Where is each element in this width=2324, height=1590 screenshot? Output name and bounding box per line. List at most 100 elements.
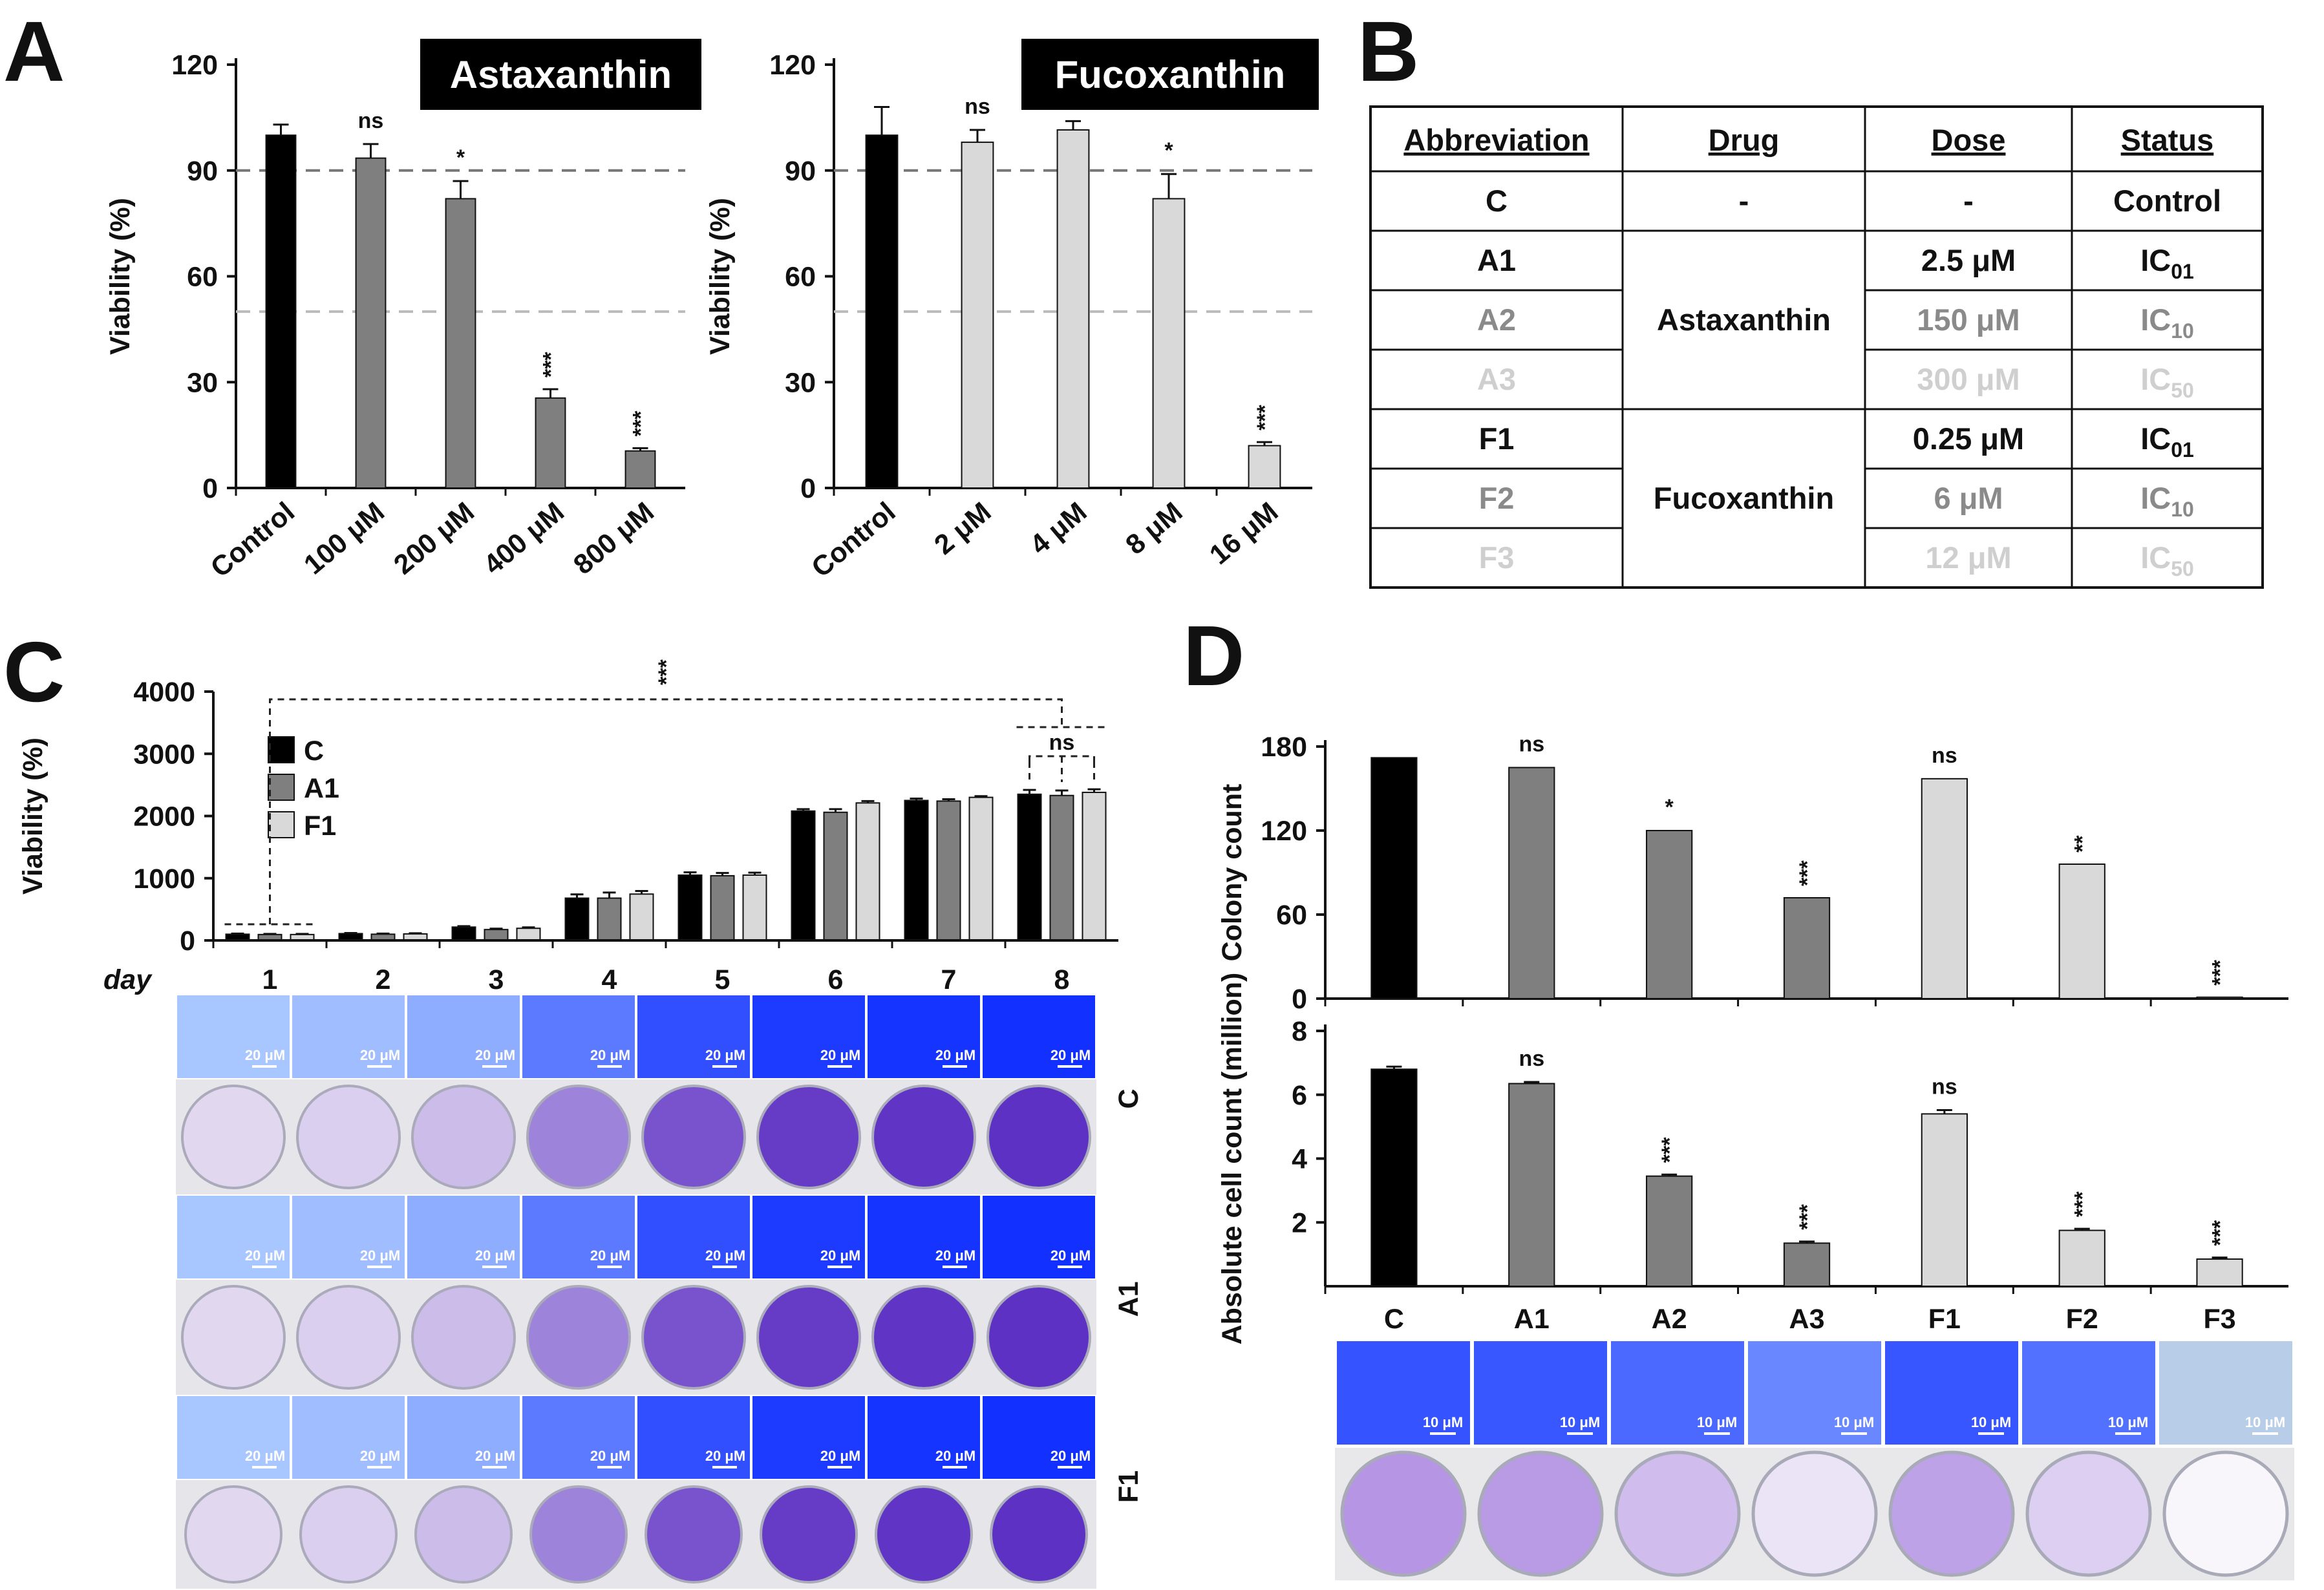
bar — [936, 800, 961, 942]
bar — [823, 811, 848, 941]
significance-bracket — [224, 698, 1063, 926]
table-border — [1369, 105, 2264, 589]
y-tick-label: 0 — [202, 473, 218, 504]
microscopy-image — [177, 1196, 290, 1278]
x-tick-label: Control — [805, 496, 901, 584]
y-axis-label: Viability (%) — [105, 198, 136, 355]
y-axis-label: Absolute cell count (million) — [1217, 973, 1248, 1345]
scale-bar-label: 20 μM — [705, 1047, 745, 1063]
y-tick-label: 0 — [800, 473, 816, 504]
legend-swatch — [268, 736, 295, 763]
x-tick-label: 800 μM — [568, 496, 660, 581]
title-box — [1021, 39, 1319, 110]
microscopy-image — [407, 1196, 520, 1278]
x-tick-label: 4 — [602, 964, 617, 995]
x-tick-label: A3 — [1789, 1304, 1825, 1335]
table-cell-dose: 6 μM — [1934, 481, 2003, 515]
y-tick-label: 60 — [785, 262, 816, 293]
significance-label: *** — [654, 659, 679, 685]
significance-label: ns — [1049, 730, 1075, 755]
y-tick-label: 60 — [1276, 900, 1307, 931]
colony-dish — [1888, 1450, 2015, 1577]
culture-dish — [756, 1085, 861, 1189]
table-cell-abbreviation: F1 — [1479, 421, 1515, 456]
significance-label: * — [456, 145, 465, 170]
y-tick-label: 120 — [769, 50, 816, 81]
significance-label: *** — [2071, 1191, 2095, 1217]
scale-bar-label: 20 μM — [360, 1047, 400, 1063]
scale-bar-label: 20 μM — [245, 1448, 285, 1464]
microscopy-image — [2022, 1341, 2155, 1445]
bar — [629, 893, 654, 941]
bar — [2058, 864, 2105, 999]
scale-bar-label: 20 μM — [1050, 1047, 1091, 1063]
significance-label: *** — [539, 352, 564, 377]
y-tick-label: 180 — [1261, 732, 1307, 763]
colony-dish — [1751, 1450, 1878, 1577]
table-cell-dose: - — [1963, 184, 1974, 218]
significance-label: ns — [1519, 732, 1544, 757]
scale-bar-label: 20 μM — [935, 1448, 975, 1464]
significance-label: *** — [1253, 405, 1277, 430]
scale-bar-label: 20 μM — [705, 1448, 745, 1464]
microscopy-image — [1337, 1341, 1470, 1445]
culture-dish — [299, 1485, 398, 1584]
scale-bar-label: 20 μM — [590, 1448, 630, 1464]
microscopy-image — [1885, 1341, 2018, 1445]
panel-letter-b: B — [1358, 4, 1419, 99]
culture-dish — [411, 1285, 516, 1390]
x-tick-label: 200 μM — [388, 496, 480, 581]
bar — [1508, 1083, 1555, 1287]
x-tick-label: 16 μM — [1204, 496, 1284, 571]
y-tick-label: 1000 — [133, 864, 195, 895]
bar — [961, 142, 994, 489]
bar — [1248, 445, 1281, 489]
culture-dish — [526, 1085, 631, 1189]
scale-bar-label: 10 μM — [2245, 1414, 2285, 1430]
microscopy-image — [407, 995, 520, 1078]
colony-dish — [1614, 1450, 1741, 1577]
y-tick-label: 4 — [1292, 1144, 1307, 1175]
microscopy-image — [637, 1396, 750, 1479]
status-subscript: 01 — [2171, 438, 2194, 461]
bar — [564, 897, 590, 942]
x-tick-label: F3 — [2203, 1304, 2235, 1335]
x-tick-label: Control — [205, 496, 301, 584]
scale-bar-label: 10 μM — [1697, 1414, 1737, 1430]
scale-bar-label: 10 μM — [1971, 1414, 2011, 1430]
bar — [1370, 1068, 1418, 1287]
bar — [516, 928, 541, 941]
culture-dish — [986, 1285, 1091, 1390]
legend-label: C — [304, 736, 324, 767]
y-tick-label: 0 — [180, 926, 195, 957]
y-tick-label: 30 — [785, 367, 816, 398]
scale-bar-label: 20 μM — [590, 1247, 630, 1264]
microscopy-image — [752, 995, 865, 1078]
culture-dish — [645, 1485, 743, 1584]
table-cell-status: IC10 — [2140, 302, 2194, 343]
status-subscript: 01 — [2171, 260, 2194, 283]
table-cell-abbreviation: F2 — [1479, 481, 1515, 515]
table-header: Abbreviation — [1403, 123, 1589, 157]
culture-dish — [756, 1285, 861, 1390]
bar — [742, 874, 767, 941]
table-cell-abbreviation: A3 — [1477, 362, 1516, 396]
significance-label: *** — [2208, 959, 2233, 985]
significance-label: ns — [1932, 1074, 1957, 1099]
y-tick-label: 120 — [171, 50, 218, 81]
table-cell-status: IC10 — [2140, 481, 2194, 521]
culture-dish — [871, 1285, 976, 1390]
x-tick-label: 5 — [715, 964, 730, 995]
legend-swatch — [268, 811, 295, 838]
x-tick-label: 8 μM — [1120, 496, 1189, 561]
culture-dish — [990, 1485, 1088, 1584]
colony-dish — [2162, 1450, 2289, 1577]
significance-label: *** — [2208, 1220, 2233, 1246]
status-subscript: 10 — [2171, 498, 2194, 521]
bar — [1646, 830, 1693, 999]
legend-label: F1 — [304, 811, 336, 842]
microscopy-image — [1474, 1341, 1607, 1445]
status-subscript: 50 — [2171, 379, 2194, 402]
x-tick-label: C — [1384, 1304, 1404, 1335]
y-tick-label: 3000 — [133, 739, 195, 770]
